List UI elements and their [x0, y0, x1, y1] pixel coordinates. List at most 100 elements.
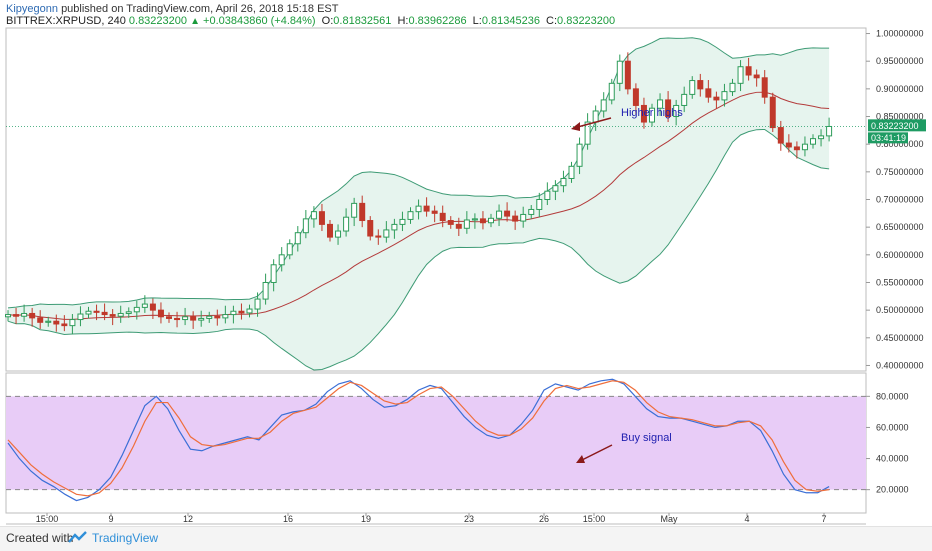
publish-line: Kipyegonn published on TradingView.com, …: [6, 3, 339, 15]
price-chart[interactable]: 1.00000000 0.95000000 0.90000000 0.85000000…: [0, 0, 932, 526]
candle-body: [310, 211, 317, 220]
candle-body: [327, 223, 333, 238]
candle-body: [785, 142, 792, 148]
time-tick-label: 15:00: [583, 514, 606, 524]
candle-body: [624, 60, 631, 90]
candle-body: [810, 138, 816, 145]
open-label: O:: [321, 15, 334, 27]
time-tick-label: May: [660, 514, 678, 524]
price-tick-label: 0.65000000: [876, 222, 924, 232]
candle-body: [375, 235, 382, 238]
candle-body: [343, 216, 350, 232]
candle-body: [818, 135, 825, 140]
stochastic-d-line: [7, 380, 830, 497]
candle-body: [649, 107, 655, 123]
candle-body: [230, 310, 237, 316]
price-tick-label: 1.00000000: [876, 29, 924, 39]
candle-body: [407, 211, 414, 220]
high-label: H:: [397, 15, 409, 27]
candle-body: [383, 229, 390, 238]
countdown-label: 03:41:19: [871, 133, 906, 143]
candle-body: [359, 202, 366, 222]
candle-body: [479, 218, 486, 224]
candle-body: [616, 60, 623, 84]
time-tick-label: 16: [283, 514, 293, 524]
candle-body: [681, 93, 688, 106]
tradingview-logo-icon[interactable]: [68, 531, 88, 545]
candle-body: [254, 298, 261, 310]
candle-body: [69, 319, 76, 327]
candle-body: [439, 212, 446, 222]
candle-body: [367, 220, 374, 237]
price-tick-label: 0.95000000: [876, 56, 924, 66]
higher-highs-arrow: [573, 117, 612, 129]
candle-body: [13, 314, 20, 317]
candle-body: [109, 314, 116, 317]
candle-body: [286, 243, 293, 256]
candle-body: [101, 311, 108, 316]
candle-body: [632, 88, 639, 106]
candle-body: [657, 99, 664, 109]
candle-body: [471, 218, 478, 221]
candle-body: [488, 217, 494, 224]
buy-signal-arrowhead: [576, 455, 585, 463]
time-tick-label: 9: [108, 514, 113, 524]
time-tick-label: 12: [183, 514, 193, 524]
price-tick-label: 0.60000000: [876, 250, 924, 260]
candle-body: [335, 230, 342, 238]
candle-body: [737, 66, 744, 84]
stochastic-k-line: [7, 378, 830, 502]
candle-body: [294, 232, 301, 245]
candle-body: [149, 303, 156, 311]
candle-body: [713, 96, 720, 101]
close-label: C:: [546, 15, 558, 27]
candle-body: [592, 110, 599, 123]
candle-body: [117, 312, 124, 317]
low-label: L:: [472, 15, 482, 27]
price-tick-label: 0.90000000: [876, 84, 924, 94]
low-value: 0.81345236: [481, 15, 540, 27]
candle-body: [689, 80, 696, 95]
time-tick-label: 26: [539, 514, 549, 524]
stoch-tick-label: 40.0000: [876, 454, 909, 464]
price-tick-label: 0.45000000: [876, 333, 924, 343]
price-tick-label: 0.70000000: [876, 195, 924, 205]
time-tick-label: 19: [361, 514, 371, 524]
time-tick-label: 23: [464, 514, 474, 524]
candle-body: [5, 314, 11, 318]
author-link[interactable]: Kipyegonn: [6, 3, 58, 15]
stoch-tick-label: 80.0000: [876, 391, 909, 401]
candle-body: [520, 213, 527, 222]
candle-body: [423, 205, 430, 212]
candle-body: [496, 210, 503, 219]
bollinger-basis: [7, 91, 830, 320]
candle-body: [665, 99, 672, 118]
candle-body: [761, 77, 768, 98]
candle-body: [166, 316, 172, 319]
candle-body: [182, 316, 189, 321]
open-value: 0.81832561: [333, 15, 392, 27]
change-value: +0.03843860 (+4.84%): [203, 15, 316, 27]
candle-body: [399, 218, 406, 225]
candle-body: [157, 309, 164, 318]
candle-body: [85, 310, 92, 315]
candle-body: [37, 317, 44, 323]
candle-body: [214, 315, 221, 319]
candle-body: [455, 223, 462, 229]
candle-body: [174, 317, 181, 321]
candle-body: [721, 91, 728, 101]
stoch-tick-label: 60.0000: [876, 422, 909, 432]
candle-body: [769, 96, 776, 129]
tradingview-brand-link[interactable]: TradingView: [92, 531, 159, 545]
close-value: 0.83223200: [557, 15, 616, 27]
countdown-tag: [868, 132, 908, 144]
candle-body: [415, 205, 422, 213]
candle-body: [125, 311, 132, 314]
candle-body: [826, 125, 833, 137]
candle-body: [673, 104, 680, 118]
time-tick-label: 15:00: [36, 514, 59, 524]
price-tick-label: 0.75000000: [876, 167, 924, 177]
candle-body: [568, 165, 575, 179]
candle-body: [262, 281, 269, 300]
last-price: 0.83223200: [128, 15, 188, 27]
